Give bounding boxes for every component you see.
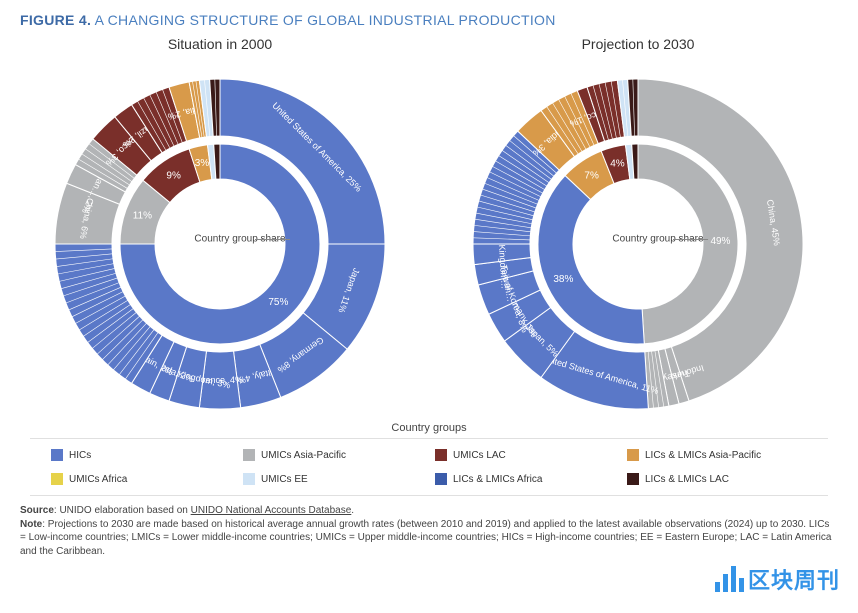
legend-label: LICs & LMICs Africa [453,474,542,485]
legend-swatch [243,473,255,485]
charts-row: Situation in 2000 75%11%9%3%United State… [20,34,838,424]
svg-text:7%: 7% [584,170,599,181]
legend-item: UMICs Asia-Pacific [243,445,423,465]
legend-item: LICs & LMICs Africa [435,469,615,489]
source-text: : UNIDO elaboration based on [54,505,191,516]
watermark: 区块周刊 [715,563,840,595]
figure-number: FIGURE 4. [20,12,91,28]
legend-item: LICs & LMICs LAC [627,469,807,489]
svg-text:4%: 4% [610,159,625,170]
legend-swatch [435,449,447,461]
watermark-bars-icon [715,566,744,592]
center-pointer-left [255,239,290,240]
legend-label: HICs [69,450,91,461]
figure-title: FIGURE 4. A CHANGING STRUCTURE OF GLOBAL… [20,12,838,28]
figure-container: FIGURE 4. A CHANGING STRUCTURE OF GLOBAL… [0,0,858,613]
legend-label: UMICs EE [261,474,308,485]
svg-text:38%: 38% [553,274,573,285]
chart-left-subtitle: Situation in 2000 [168,36,272,52]
watermark-text: 区块周刊 [748,563,840,595]
figure-title-text: A CHANGING STRUCTURE OF GLOBAL INDUSTRIA… [95,12,556,28]
svg-text:11%: 11% [133,211,152,222]
chart-left-col: Situation in 2000 75%11%9%3%United State… [20,34,420,424]
chart-right-col: Projection to 2030 49%38%7%4%China, 45%I… [438,34,838,424]
note-line: Note: Projections to 2030 are made based… [20,518,838,559]
source-link: UNIDO National Accounts Database [191,505,352,516]
legend-label: UMICs Africa [69,474,127,485]
note-label: Note [20,519,42,530]
legend-swatch [51,473,63,485]
source-line: Source: UNIDO elaboration based on UNIDO… [20,504,838,518]
legend-item: UMICs LAC [435,445,615,465]
footnotes: Source: UNIDO elaboration based on UNIDO… [20,504,838,558]
svg-text:3%: 3% [195,158,210,169]
legend-item: LICs & LMICs Asia-Pacific [627,445,807,465]
legend: HICs UMICs Asia-Pacific UMICs LAC LICs & LM… [30,438,828,496]
svg-text:9%: 9% [166,170,181,181]
legend-label: LICs & LMICs Asia-Pacific [645,450,761,461]
legend-label: UMICs Asia-Pacific [261,450,346,461]
chart-right-subtitle: Projection to 2030 [582,36,695,52]
svg-text:75%: 75% [268,297,288,308]
center-pointer-right [673,239,708,240]
note-text: : Projections to 2030 are made based on … [20,519,831,557]
legend-item: UMICs Africa [51,469,231,489]
legend-label: UMICs LAC [453,450,506,461]
legend-swatch [243,449,255,461]
legend-item: UMICs EE [243,469,423,489]
donut-right-wrap: 49%38%7%4%China, 45%Indonesia, 1%Turkey,… [448,54,828,424]
legend-swatch [51,449,63,461]
source-label: Source [20,505,54,516]
legend-swatch [435,473,447,485]
legend-swatch [627,473,639,485]
donut-left-wrap: 75%11%9%3%United States of America, 25%J… [30,54,410,424]
legend-item: HICs [51,445,231,465]
source-after: . [351,505,354,516]
svg-text:49%: 49% [710,236,730,247]
legend-swatch [627,449,639,461]
legend-label: LICs & LMICs LAC [645,474,729,485]
